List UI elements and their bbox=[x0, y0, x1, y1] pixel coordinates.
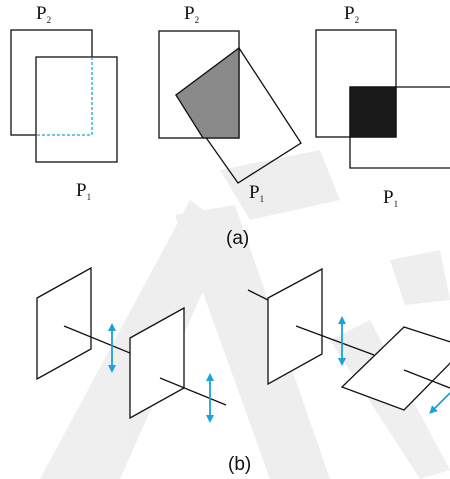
label-p2-panel1: P2 bbox=[36, 3, 51, 25]
line-segment bbox=[63, 325, 131, 354]
label-p1-panel2: P1 bbox=[249, 182, 264, 204]
plane-4-tilted bbox=[340, 326, 450, 411]
panel-a2 bbox=[158, 30, 302, 184]
line-segment bbox=[247, 289, 269, 301]
line-segment bbox=[295, 325, 375, 356]
label-p2-panel2: P2 bbox=[184, 3, 199, 25]
plane-p1-rect bbox=[35, 56, 118, 163]
line-segment bbox=[403, 369, 450, 389]
panel-a3 bbox=[315, 29, 450, 169]
panel-a1 bbox=[10, 29, 118, 163]
panel-b-right bbox=[247, 267, 450, 411]
label-p1-panel3: P1 bbox=[383, 187, 398, 209]
label-p2-panel3: P2 bbox=[344, 3, 359, 25]
caption-a: (a) bbox=[226, 228, 249, 249]
intersection-gray-region bbox=[175, 46, 240, 139]
panel-b-left bbox=[36, 266, 227, 420]
plane-3 bbox=[267, 267, 323, 386]
double-headed-arrow-icon bbox=[429, 392, 450, 414]
caption-b: (b) bbox=[228, 454, 251, 475]
hidden-edges bbox=[36, 57, 93, 136]
plane-1 bbox=[36, 266, 92, 381]
line-segment bbox=[159, 377, 227, 406]
label-p1-panel1: P1 bbox=[76, 180, 91, 202]
intersection-black-region bbox=[349, 86, 397, 138]
